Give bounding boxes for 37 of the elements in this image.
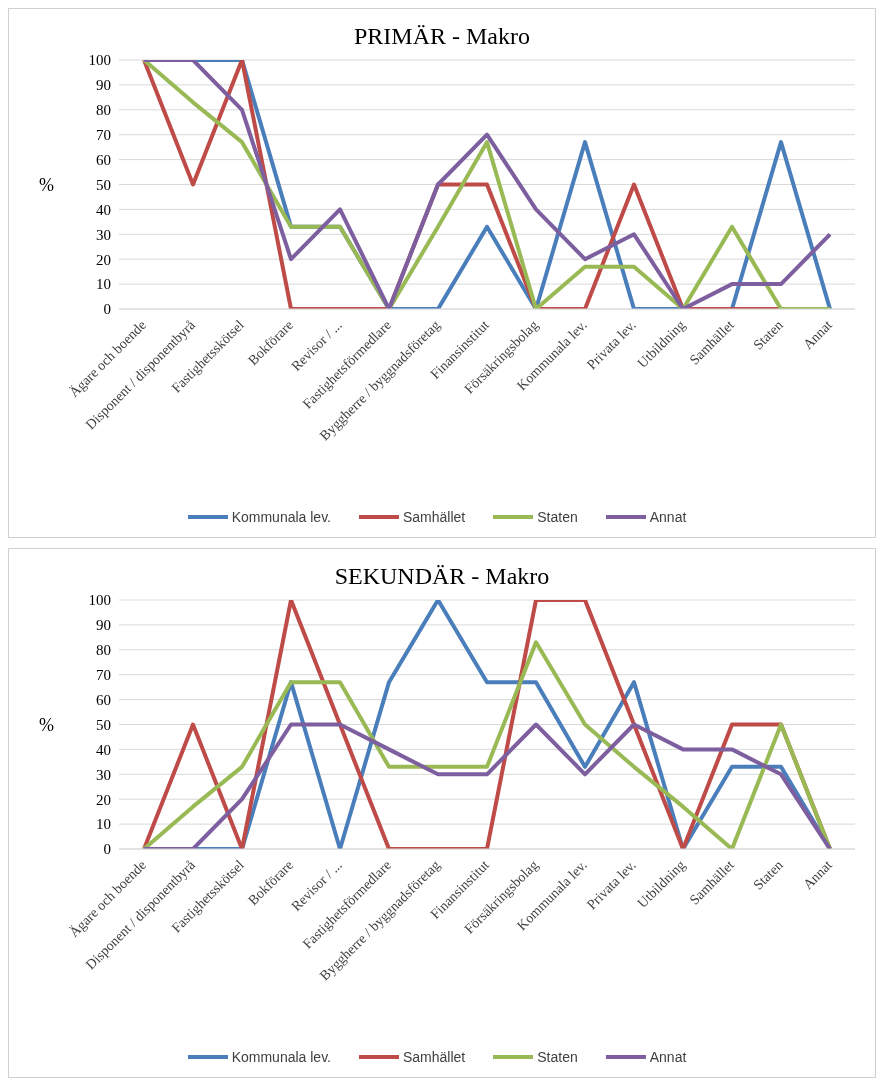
y-axis-title: %	[39, 714, 54, 735]
y-tick-label: 50	[96, 716, 111, 733]
chart-title: PRIMÄR - Makro	[353, 22, 531, 50]
y-tick-label: 10	[96, 276, 111, 293]
y-tick-label: 100	[88, 592, 111, 609]
y-tick-label: 20	[96, 251, 111, 268]
y-tick-label: 90	[96, 617, 111, 634]
y-tick-label: 50	[96, 176, 111, 193]
y-tick-label: 80	[96, 642, 111, 659]
legend-label: Staten	[536, 509, 578, 525]
legend-label: Samhället	[402, 509, 466, 525]
legend-label: Kommunala lev.	[230, 1049, 331, 1065]
legend-label: Samhället	[402, 1049, 466, 1065]
y-tick-label: 90	[96, 77, 111, 94]
legend-label: Annat	[648, 1049, 687, 1065]
y-tick-label: 60	[96, 691, 111, 708]
line-series	[142, 640, 832, 849]
y-axis-title: %	[39, 174, 54, 195]
y-tick-label: 40	[96, 201, 111, 218]
y-tick-label: 40	[96, 741, 111, 758]
line-series	[142, 722, 832, 849]
legend-label: Annat	[648, 509, 687, 525]
y-tick-label: 70	[96, 127, 111, 144]
y-tick-label: 20	[96, 791, 111, 808]
chart-title: SEKUNDÄR - Makro	[333, 562, 551, 590]
y-tick-label: 70	[96, 667, 111, 684]
legend-label: Kommunala lev.	[230, 509, 331, 525]
y-tick-label: 0	[103, 301, 111, 318]
legend-label: Staten	[536, 1049, 578, 1065]
y-tick-label: 10	[96, 816, 111, 833]
y-tick-label: 0	[103, 841, 111, 858]
y-tick-label: 100	[88, 52, 111, 69]
y-tick-label: 80	[96, 102, 111, 119]
line-series	[142, 60, 832, 309]
y-tick-label: 30	[96, 766, 111, 783]
y-tick-label: 60	[96, 151, 111, 168]
y-tick-label: 30	[96, 226, 111, 243]
